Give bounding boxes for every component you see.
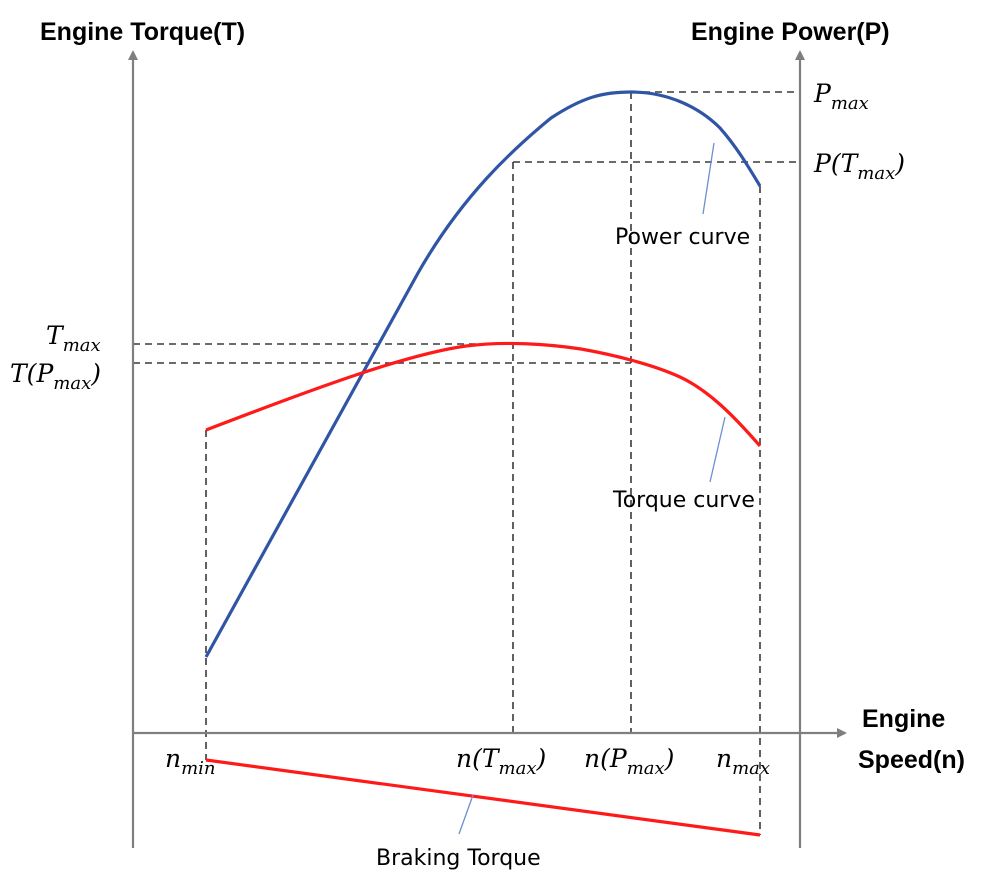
t-pmax-label: T(Pmax)	[10, 359, 101, 394]
axes	[128, 50, 847, 848]
braking-torque-line	[205, 758, 761, 837]
braking-torque-label: Braking Torque	[376, 846, 541, 871]
leader-lines	[458, 142, 726, 835]
torque-axis-title: Engine Torque(T)	[40, 18, 245, 46]
guide-lines	[133, 91, 800, 835]
torque-curve	[205, 341, 762, 448]
braking-torque-leader	[458, 794, 474, 835]
speed-axis-title-line1: Engine	[862, 705, 945, 733]
curves	[204, 90, 762, 837]
t-max-label: Tmax	[46, 321, 101, 356]
torque-curve-leader	[709, 416, 726, 483]
torque-curve-label: Torque curve	[612, 488, 755, 513]
n-max-label: nmax	[716, 744, 770, 779]
n-tmax-label: n(Tmax)	[456, 744, 546, 779]
power-curve	[204, 90, 762, 658]
power-axis-title: Engine Power(P)	[691, 18, 890, 46]
speed-axis-title-line2: Speed(n)	[858, 746, 965, 774]
power-curve-label: Power curve	[615, 225, 750, 250]
n-pmax-label: n(Pmax)	[584, 744, 674, 779]
p-tmax-label: P(Tmax)	[813, 149, 905, 184]
power-curve-leader	[702, 142, 715, 215]
p-max-label: Pmax	[813, 79, 869, 114]
n-min-label: nmin	[165, 744, 216, 779]
